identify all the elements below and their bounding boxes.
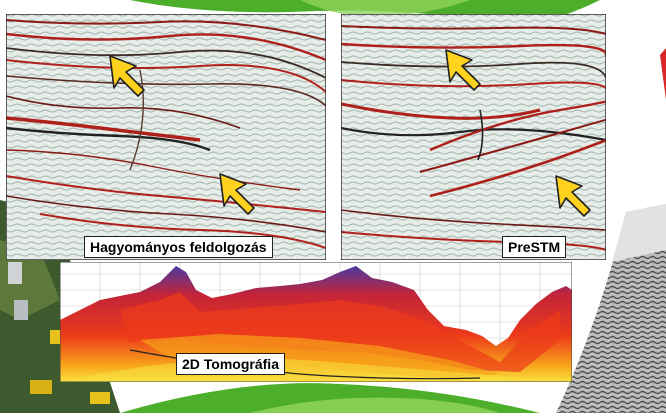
prestm-label: PreSTM [502,236,567,258]
green-ribbon-bottom [120,383,540,413]
conventional-seismic-panel [6,14,326,260]
tomography-panel [60,262,572,382]
tomography-label: 2D Tomográfia [176,353,285,375]
panel-separator [326,14,341,260]
grayscale-seismic-photo [556,48,666,413]
conventional-processing-label: Hagyományos feldolgozás [84,236,273,258]
prestm-seismic-panel [341,14,606,260]
